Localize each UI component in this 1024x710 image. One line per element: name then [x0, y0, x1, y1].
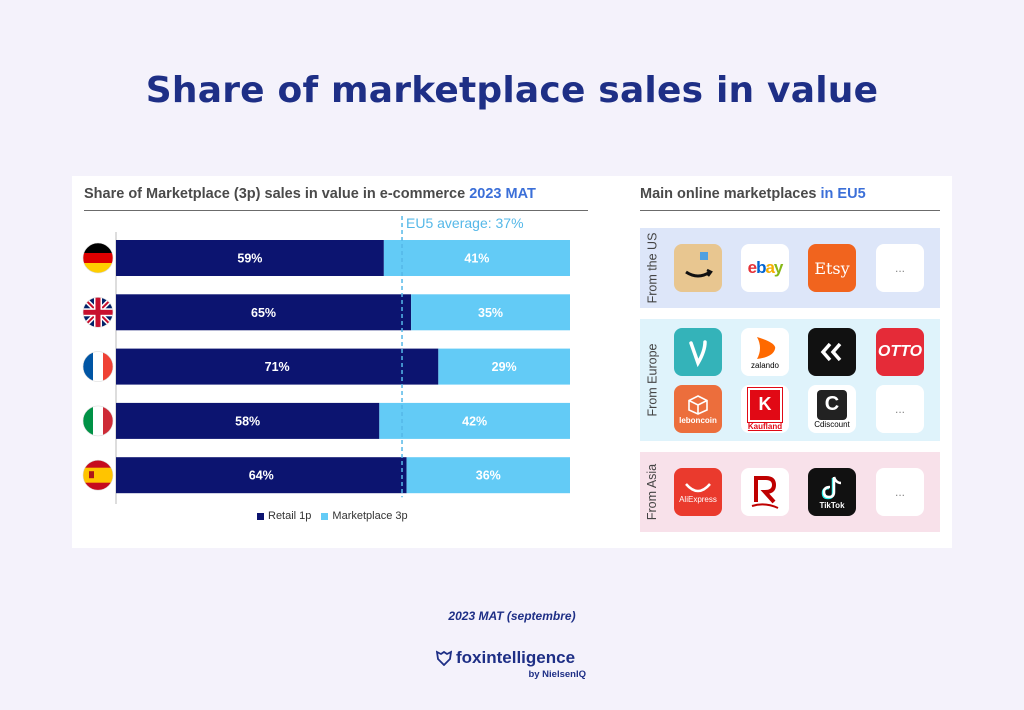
vinted-logo-icon	[674, 328, 722, 376]
eu5-average-label: EU5 average: 37%	[406, 215, 524, 231]
data-label-retail-0: 59%	[237, 252, 262, 266]
spain-flag-icon	[83, 460, 113, 491]
content-panel: Share of Marketplace (3p) sales in value…	[72, 176, 952, 548]
page-title: Share of marketplace sales in value	[145, 70, 879, 111]
bar-marketplace-2	[438, 348, 570, 385]
region-label-us: From the US	[645, 232, 660, 304]
region-label-asia: From Asia	[645, 463, 660, 521]
bar-marketplace-1	[411, 294, 570, 331]
vestiaire-logo-icon	[808, 328, 856, 376]
more-logos-icon: ...	[876, 385, 924, 433]
tiktok-logo-icon: TikTok	[808, 468, 856, 516]
flag-border	[82, 297, 114, 328]
region-label-europe: From Europe	[645, 343, 660, 417]
data-label-marketplace-4: 36%	[476, 469, 501, 483]
uk-flag-icon	[83, 297, 113, 328]
bar-marketplace-4	[406, 457, 570, 494]
data-label-marketplace-1: 35%	[478, 306, 503, 320]
flag-border	[82, 351, 114, 382]
bar-retail-3	[116, 402, 380, 439]
flag-border	[82, 405, 114, 437]
legend-label-retail: Retail 1p	[268, 510, 312, 522]
fox-logo-icon	[436, 650, 452, 666]
data-label-marketplace-3: 42%	[462, 414, 487, 428]
region-europe: From Europe zalando OTTO leboncoin K Kau…	[640, 319, 940, 441]
data-label-retail-2: 71%	[265, 360, 290, 374]
ebay-logo-icon: ebay	[741, 244, 789, 292]
footnote: 2023 MAT (septembre)	[448, 609, 576, 623]
amazon-logo-icon	[674, 244, 722, 292]
chart-heading: Share of Marketplace (3p) sales in value…	[84, 186, 588, 211]
flag-border	[82, 242, 114, 274]
cdiscount-logo-icon: C Cdiscount	[808, 385, 856, 433]
legend-swatch-retail	[257, 512, 264, 520]
legend-item-retail: Retail 1p	[257, 510, 311, 522]
more-logos-icon: ...	[876, 244, 924, 292]
region-asia: From Asia AliExpress TikTok ...	[640, 452, 940, 532]
flag-border	[82, 459, 114, 491]
data-label-retail-1: 65%	[251, 306, 276, 320]
leboncoin-logo-icon: leboncoin	[674, 385, 722, 433]
germany-flag-icon	[83, 243, 113, 273]
bar-retail-1	[116, 294, 412, 331]
chart-legend: Retail 1p Marketplace 3p	[257, 510, 408, 522]
aliexpress-logo-icon: AliExpress	[674, 468, 722, 516]
legend-label-marketplace: Marketplace 3p	[332, 510, 408, 522]
brand: foxintelligence by NielsenIQ	[436, 648, 596, 680]
marketplaces-heading-accent: in EU5	[820, 186, 866, 202]
otto-logo-icon: OTTO	[876, 328, 924, 376]
marketplaces-heading: Main online marketplaces in EU5	[640, 186, 940, 211]
legend-item-marketplace: Marketplace 3p	[321, 510, 408, 522]
bar-retail-0	[116, 240, 384, 276]
stacked-bar-chart: 59% 41% 65% 35% 71% 29% 58% 42% 64% 36% EU5 averag…	[82, 215, 570, 504]
chart-heading-accent: 2023 MAT	[469, 186, 536, 202]
bar-marketplace-3	[379, 402, 570, 439]
data-label-marketplace-0: 41%	[464, 252, 489, 266]
france-flag-icon	[83, 351, 113, 382]
italy-flag-icon	[83, 405, 113, 436]
legend-swatch-marketplace	[321, 512, 329, 520]
bar-retail-4	[116, 457, 407, 494]
region-us: From the US ebay Etsy ...	[640, 228, 940, 308]
data-label-marketplace-2: 29%	[492, 360, 517, 374]
bar-retail-2	[116, 348, 439, 385]
brand-sub: by NielsenIQ	[528, 669, 586, 680]
kaufland-logo-icon: K Kaufland	[741, 385, 789, 433]
marketplaces-heading-text: Main online marketplaces	[640, 186, 817, 202]
more-logos-icon: ...	[876, 468, 924, 516]
chart-heading-text: Share of Marketplace (3p) sales in value…	[84, 186, 466, 202]
data-label-retail-3: 58%	[235, 414, 260, 428]
brand-name: foxintelligence	[456, 648, 576, 667]
bar-marketplace-0	[383, 240, 570, 276]
etsy-logo-icon: Etsy	[808, 244, 856, 292]
data-label-retail-4: 64%	[249, 469, 274, 483]
zalando-logo-icon: zalando	[741, 328, 789, 376]
rakuten-logo-icon	[741, 468, 789, 516]
